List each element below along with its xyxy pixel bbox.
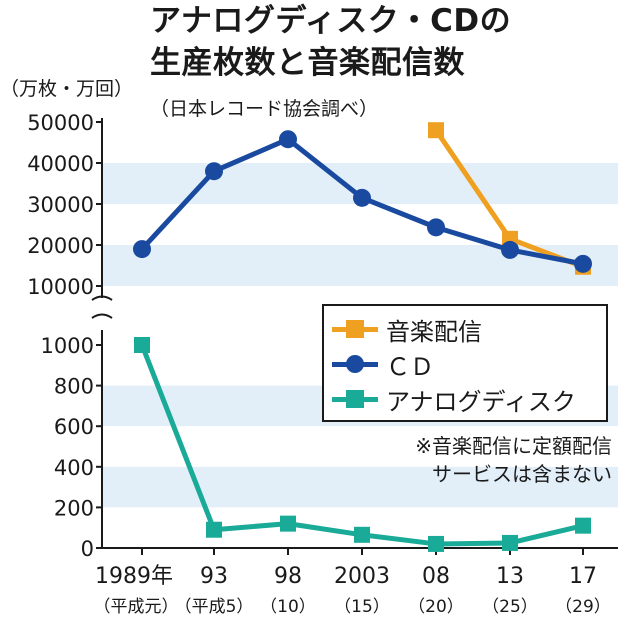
- x-tick-sublabel: （20）: [408, 597, 464, 617]
- data-point: [206, 521, 222, 538]
- chart-note: ※音楽配信に定額配信 サービスは含まない: [322, 432, 612, 488]
- y-tick-label-upper: 50000: [27, 111, 94, 135]
- data-point: [133, 240, 151, 259]
- legend-swatch-analog: [332, 389, 378, 409]
- y-tick-label-lower: 1000: [41, 334, 94, 358]
- chart-title-line-2: 生産枚数と音楽配信数: [150, 45, 465, 81]
- y-tick-label-lower: 800: [54, 375, 94, 399]
- x-tick-label: 08: [422, 564, 450, 589]
- x-tick-label: 13: [496, 564, 524, 589]
- legend-swatch-cd: [332, 354, 378, 374]
- grid-band-lower-1: [102, 466, 618, 508]
- legend-item-analog: アナログディスク: [332, 382, 576, 416]
- data-point: [501, 240, 519, 259]
- x-tick-sublabel: （10）: [260, 597, 316, 617]
- data-point: [428, 535, 444, 552]
- legend-item-music-streaming: 音楽配信: [332, 312, 482, 346]
- x-tick-sublabel: （29）: [555, 597, 611, 617]
- x-tick-label: 2003: [334, 564, 390, 589]
- legend-label-analog: アナログディスク: [386, 387, 576, 416]
- x-tick-sublabel: （平成元）: [94, 597, 179, 617]
- note-line-2: サービスは含まない: [432, 462, 612, 486]
- chart-source: （日本レコード協会調べ）: [150, 98, 379, 120]
- data-point: [280, 515, 296, 532]
- x-tick-sublabel: （15）: [334, 597, 390, 617]
- legend: 音楽配信 ＣＤ アナログディスク: [322, 304, 608, 422]
- x-tick-label: 1989年: [95, 564, 173, 589]
- legend-label-music-streaming: 音楽配信: [386, 317, 482, 346]
- y-tick-label-lower: 600: [54, 415, 94, 439]
- x-tick-label: 17: [569, 564, 597, 589]
- axis-break-mark-top: [91, 295, 113, 301]
- note-line-1: ※音楽配信に定額配信: [415, 434, 612, 458]
- y-tick-label-lower: 0: [81, 537, 94, 561]
- y-tick-label-lower: 400: [54, 456, 94, 480]
- data-point: [354, 526, 370, 543]
- axis-break-mark-bottom: [91, 313, 113, 319]
- data-point: [279, 130, 297, 149]
- data-point: [353, 188, 371, 207]
- data-point: [575, 517, 591, 534]
- x-tick-sublabel: （25）: [482, 597, 538, 617]
- legend-item-cd: ＣＤ: [332, 347, 434, 381]
- data-point: [134, 337, 150, 353]
- y-tick-label-upper: 30000: [27, 193, 94, 217]
- y-tick-label-upper: 10000: [27, 275, 94, 299]
- x-tick-sublabel: （平成5）: [175, 597, 254, 617]
- y-tick-label-upper: 20000: [27, 234, 94, 258]
- legend-swatch-music-streaming: [332, 319, 378, 339]
- data-point: [502, 534, 518, 551]
- data-point: [205, 162, 223, 181]
- y-tick-label-lower: 200: [54, 496, 94, 520]
- data-point: [428, 122, 444, 139]
- data-point: [427, 218, 445, 237]
- y-tick-label-upper: 40000: [27, 152, 94, 176]
- y-axis-unit: （万枚・万回）: [0, 78, 134, 100]
- legend-label-cd: ＣＤ: [386, 352, 434, 381]
- data-point: [574, 254, 592, 273]
- chart-title-line-1: アナログディスク・CDの: [150, 3, 512, 39]
- x-tick-label: 93: [200, 564, 228, 589]
- x-tick-label: 98: [274, 564, 302, 589]
